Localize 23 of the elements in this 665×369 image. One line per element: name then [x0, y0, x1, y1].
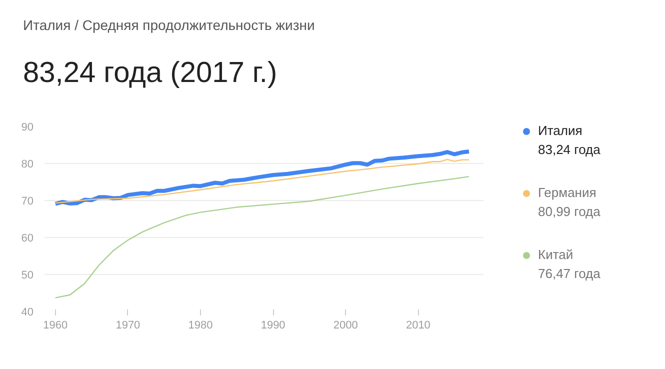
- legend-label: Италия: [538, 123, 582, 138]
- text: 80,99 года: [538, 204, 600, 219]
- x-tick-label: 1970: [116, 320, 140, 332]
- chart-title: 83,24 года (2017 г.): [23, 56, 278, 91]
- y-tick-label: 40: [21, 306, 34, 318]
- y-tick-label: 80: [21, 158, 34, 170]
- chart-subtitle: Италия / Средняя продолжительность жизни: [23, 16, 315, 35]
- x-tick-label: 1960: [43, 320, 68, 332]
- x-tick-label: 2000: [333, 320, 358, 332]
- line-series: [53, 150, 471, 206]
- x-tick-label: 1990: [260, 320, 286, 332]
- text: 83,24 года: [538, 142, 600, 157]
- y-tick-label: 90: [21, 122, 34, 134]
- line-series: [54, 176, 470, 298]
- x-tick-label: 1980: [188, 320, 213, 332]
- text: 76,47 года: [538, 266, 600, 281]
- line-series: [54, 158, 470, 204]
- y-tick-label: 50: [21, 270, 34, 282]
- x-tick-label: 2010: [406, 320, 430, 332]
- y-tick-label: 60: [21, 232, 34, 244]
- legend-label: Германия: [538, 185, 596, 200]
- y-tick-label: 70: [21, 196, 34, 208]
- legend-label: Китай: [538, 247, 574, 262]
